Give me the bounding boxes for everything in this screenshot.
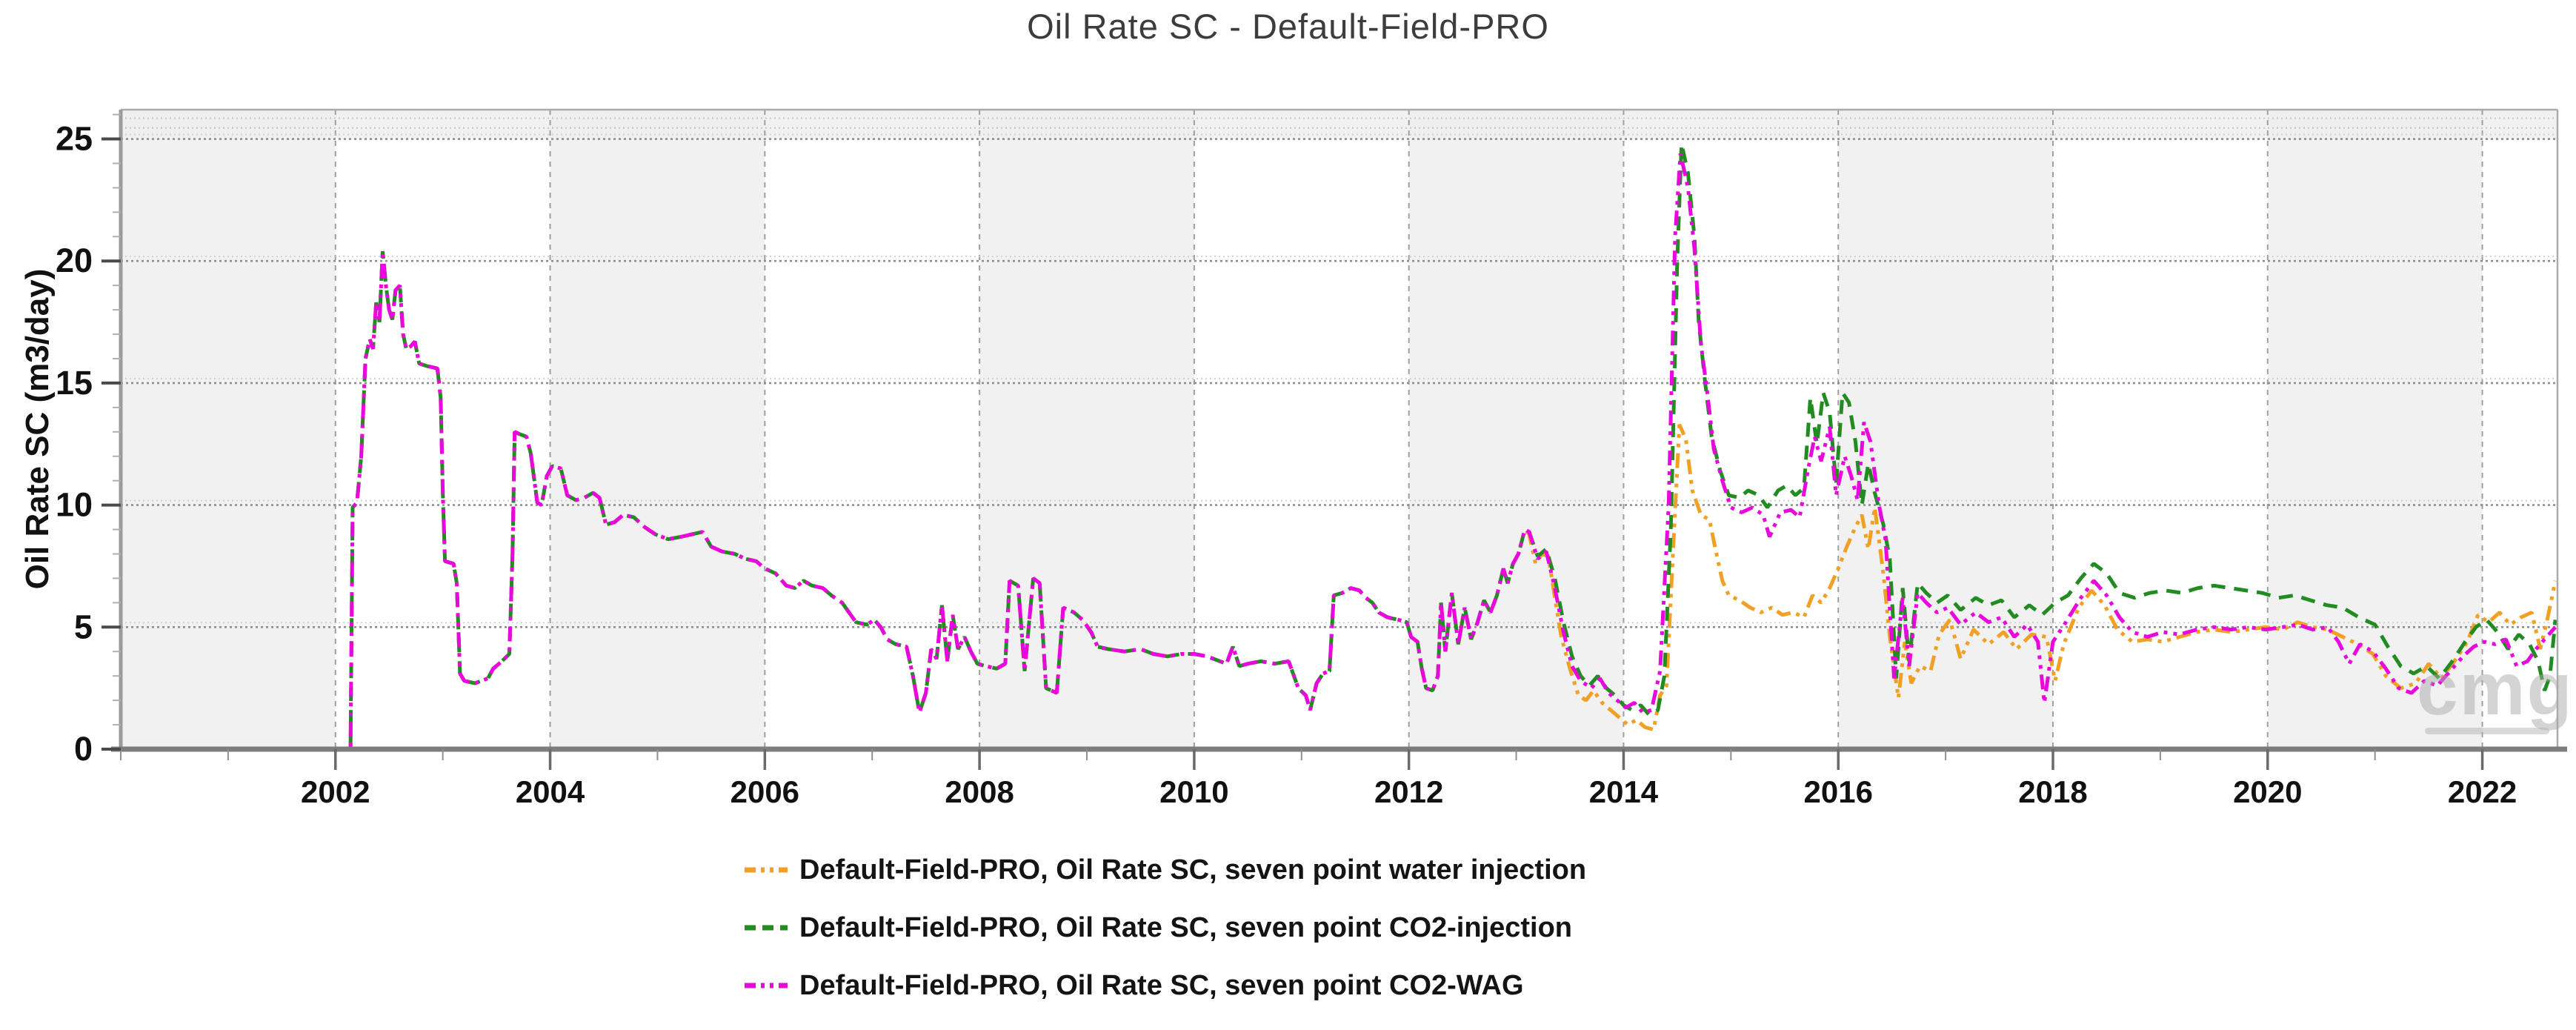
x-tick-labels: 2002 2004 2006 2008 2010 2012 2014 2016 2018 2020… <box>301 774 2517 809</box>
x-tick-label-2014: 2014 <box>1589 774 1659 809</box>
y-tick-label-10: 10 <box>56 486 93 524</box>
legend-marker-co2-injection <box>745 925 788 931</box>
gridlines <box>121 110 2557 749</box>
x-tick-label-2010: 2010 <box>1159 774 1228 809</box>
legend-marker-co2-wag <box>745 983 788 989</box>
band-2000 <box>121 110 336 749</box>
legend-label-water-injection: Default-Field-PRO, Oil Rate SC, seven po… <box>799 854 1587 886</box>
y-tick-label-25: 25 <box>56 120 93 158</box>
cmg-watermark-logo: cmg <box>2417 652 2572 734</box>
axes <box>111 108 2567 752</box>
x-tick-label-2006: 2006 <box>730 774 799 809</box>
axis-ticks <box>101 113 2484 770</box>
x-tick-label-2002: 2002 <box>301 774 370 809</box>
legend-item-co2-wag: Default-Field-PRO, Oil Rate SC, seven po… <box>745 968 1586 1003</box>
x-tick-label-2008: 2008 <box>945 774 1014 809</box>
legend-item-co2-injection: Default-Field-PRO, Oil Rate SC, seven po… <box>745 910 1586 946</box>
band-2012 <box>1408 110 1624 749</box>
x-tick-label-2004: 2004 <box>516 774 585 809</box>
x-tick-label-2022: 2022 <box>2448 774 2517 809</box>
series-line-co2-wag <box>122 153 2557 751</box>
watermark-text: cmg <box>2417 648 2574 731</box>
y-tick-label-15: 15 <box>56 364 93 402</box>
band-2008 <box>979 110 1194 749</box>
legend-label-co2-injection: Default-Field-PRO, Oil Rate SC, seven po… <box>799 911 1573 943</box>
y-tick-labels: 0 5 10 15 20 25 <box>56 120 93 768</box>
band-2004 <box>550 110 765 749</box>
legend: Default-Field-PRO, Oil Rate SC, seven po… <box>745 852 1586 1026</box>
y-tick-label-0: 0 <box>74 730 93 768</box>
series-lines <box>122 143 2557 751</box>
x-tick-label-2018: 2018 <box>2018 774 2087 809</box>
x-tick-label-2016: 2016 <box>1804 774 1873 809</box>
y-tick-label-5: 5 <box>74 608 93 645</box>
watermark-underline <box>2425 728 2549 734</box>
chart-title: Oil Rate SC - Default-Field-PRO <box>1027 7 1549 46</box>
legend-item-water-injection: Default-Field-PRO, Oil Rate SC, seven po… <box>745 852 1586 888</box>
x-tick-label-2012: 2012 <box>1374 774 1443 809</box>
band-2020 <box>2267 110 2483 749</box>
plot-background-bands <box>121 110 2557 749</box>
band-2016 <box>1838 110 2054 749</box>
legend-marker-water-injection <box>745 867 788 873</box>
x-tick-label-2020: 2020 <box>2233 774 2302 809</box>
y-tick-label-20: 20 <box>56 242 93 279</box>
legend-label-co2-wag: Default-Field-PRO, Oil Rate SC, seven po… <box>799 969 1524 1001</box>
